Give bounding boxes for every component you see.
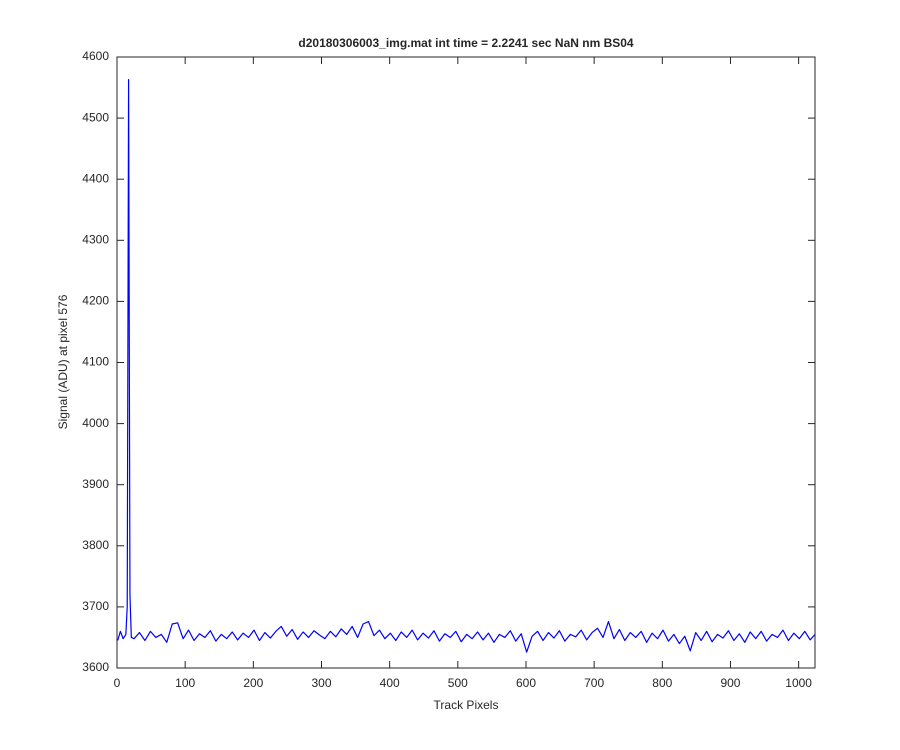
x-tick-label: 1000 bbox=[785, 676, 812, 690]
y-tick-label: 4300 bbox=[82, 232, 109, 246]
y-tick-label: 3600 bbox=[82, 660, 109, 674]
x-tick-label: 500 bbox=[448, 676, 468, 690]
x-tick-label: 0 bbox=[114, 676, 121, 690]
x-tick-label: 800 bbox=[652, 676, 672, 690]
data-line bbox=[117, 79, 816, 653]
x-tick-label: 100 bbox=[175, 676, 195, 690]
y-tick-label: 4200 bbox=[82, 294, 109, 308]
x-tick-label: 400 bbox=[380, 676, 400, 690]
chart-title: d20180306003_img.mat int time = 2.2241 s… bbox=[298, 36, 634, 50]
y-tick-label: 4500 bbox=[82, 110, 109, 124]
x-tick-label: 200 bbox=[243, 676, 263, 690]
x-axis-label: Track Pixels bbox=[434, 698, 499, 712]
y-axis-label: Signal (ADU) at pixel 576 bbox=[56, 294, 70, 429]
y-tick-label: 3800 bbox=[82, 538, 109, 552]
y-tick-label: 4400 bbox=[82, 171, 109, 185]
x-tick-label: 700 bbox=[584, 676, 604, 690]
y-tick-label: 4000 bbox=[82, 416, 109, 430]
y-tick-label: 4100 bbox=[82, 355, 109, 369]
axes-box bbox=[116, 56, 816, 669]
y-tick-label: 4600 bbox=[82, 49, 109, 63]
x-tick-label: 600 bbox=[516, 676, 536, 690]
x-tick-label: 300 bbox=[311, 676, 331, 690]
y-tick-label: 3900 bbox=[82, 477, 109, 491]
y-tick-label: 3700 bbox=[82, 599, 109, 613]
x-tick-label: 900 bbox=[720, 676, 740, 690]
